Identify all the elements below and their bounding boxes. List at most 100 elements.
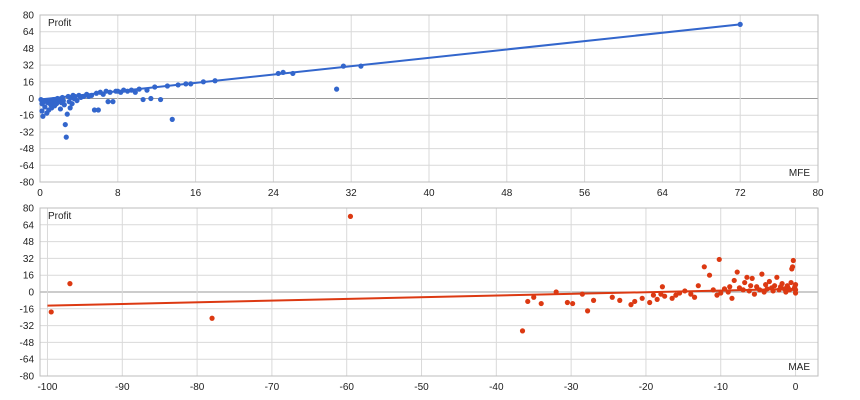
data-point[interactable] (42, 104, 48, 110)
data-point[interactable] (525, 298, 531, 305)
data-point[interactable] (792, 282, 799, 288)
data-point[interactable] (519, 328, 526, 334)
data-point[interactable] (746, 288, 752, 294)
data-point[interactable] (57, 106, 64, 112)
data-point[interactable] (290, 70, 296, 77)
data-point[interactable] (95, 107, 101, 113)
data-point[interactable] (695, 283, 701, 289)
data-point[interactable] (60, 97, 66, 104)
data-point[interactable] (275, 70, 281, 77)
data-point[interactable] (682, 288, 688, 294)
data-point[interactable] (105, 99, 111, 105)
data-point[interactable] (175, 82, 181, 88)
data-point[interactable] (74, 97, 80, 104)
data-point[interactable] (609, 294, 615, 300)
data-point[interactable] (164, 83, 170, 89)
data-point[interactable] (718, 290, 724, 296)
data-point[interactable] (584, 308, 591, 314)
data-point[interactable] (740, 287, 746, 293)
data-point[interactable] (727, 284, 733, 290)
data-point[interactable] (659, 284, 666, 290)
data-point[interactable] (669, 295, 675, 301)
data-point[interactable] (110, 99, 116, 105)
data-point[interactable] (67, 105, 73, 111)
data-point[interactable] (132, 89, 138, 95)
data-point[interactable] (734, 269, 740, 275)
data-point[interactable] (538, 300, 544, 307)
data-point[interactable] (67, 281, 73, 287)
data-point[interactable] (737, 21, 743, 27)
data-point[interactable] (157, 96, 164, 103)
data-point[interactable] (152, 84, 158, 90)
data-point[interactable] (200, 79, 206, 85)
data-point[interactable] (121, 87, 127, 93)
data-point[interactable] (148, 95, 154, 102)
data-point[interactable] (742, 279, 748, 286)
data-point[interactable] (88, 92, 95, 98)
data-point[interactable] (725, 289, 731, 295)
data-point[interactable] (688, 291, 694, 297)
data-point[interactable] (48, 309, 54, 315)
data-point[interactable] (93, 90, 100, 96)
data-point[interactable] (64, 111, 70, 117)
data-point[interactable] (770, 288, 776, 294)
data-point[interactable] (710, 287, 716, 293)
data-point[interactable] (91, 107, 98, 113)
data-point[interactable] (628, 302, 634, 308)
data-point[interactable] (764, 286, 770, 292)
data-point[interactable] (654, 296, 660, 302)
data-point[interactable] (553, 289, 559, 295)
data-point[interactable] (570, 300, 576, 307)
data-point[interactable] (62, 121, 68, 128)
data-point[interactable] (790, 257, 796, 264)
data-point[interactable] (759, 271, 765, 277)
data-point[interactable] (103, 88, 109, 94)
data-point[interactable] (280, 69, 286, 76)
data-point[interactable] (757, 287, 763, 293)
data-point[interactable] (579, 291, 585, 297)
data-point[interactable] (617, 297, 623, 303)
data-point[interactable] (531, 294, 537, 300)
data-point[interactable] (772, 283, 778, 289)
data-point[interactable] (763, 282, 769, 288)
data-point[interactable] (358, 63, 364, 69)
data-point[interactable] (639, 295, 645, 301)
data-point[interactable] (792, 290, 799, 296)
data-point[interactable] (340, 63, 347, 69)
data-point[interactable] (749, 275, 755, 281)
data-point[interactable] (721, 286, 728, 292)
data-point[interactable] (188, 81, 194, 87)
data-point[interactable] (650, 292, 657, 298)
data-point[interactable] (731, 277, 737, 284)
data-point[interactable] (209, 315, 215, 321)
data-point[interactable] (716, 256, 722, 263)
data-point[interactable] (334, 86, 340, 92)
data-point[interactable] (169, 116, 175, 122)
data-point[interactable] (691, 294, 698, 300)
data-point[interactable] (744, 274, 750, 280)
data-point[interactable] (706, 272, 713, 278)
data-point[interactable] (662, 293, 668, 299)
data-point[interactable] (590, 297, 597, 303)
data-point[interactable] (212, 78, 218, 84)
data-point[interactable] (61, 102, 67, 108)
data-point[interactable] (136, 86, 142, 92)
data-point[interactable] (647, 299, 653, 306)
data-point[interactable] (564, 299, 570, 306)
data-point[interactable] (748, 283, 754, 289)
data-point[interactable] (751, 291, 758, 297)
data-point[interactable] (766, 278, 772, 285)
data-point[interactable] (72, 93, 78, 100)
data-point[interactable] (128, 87, 135, 93)
data-point[interactable] (63, 134, 69, 140)
data-point[interactable] (632, 298, 638, 305)
data-point[interactable] (786, 287, 793, 293)
data-point[interactable] (701, 264, 707, 270)
data-point[interactable] (40, 113, 46, 119)
data-point[interactable] (729, 295, 735, 301)
data-point[interactable] (69, 101, 75, 107)
data-point[interactable] (144, 87, 150, 93)
data-point[interactable] (774, 274, 780, 280)
data-point[interactable] (183, 81, 189, 87)
data-point[interactable] (789, 264, 796, 270)
